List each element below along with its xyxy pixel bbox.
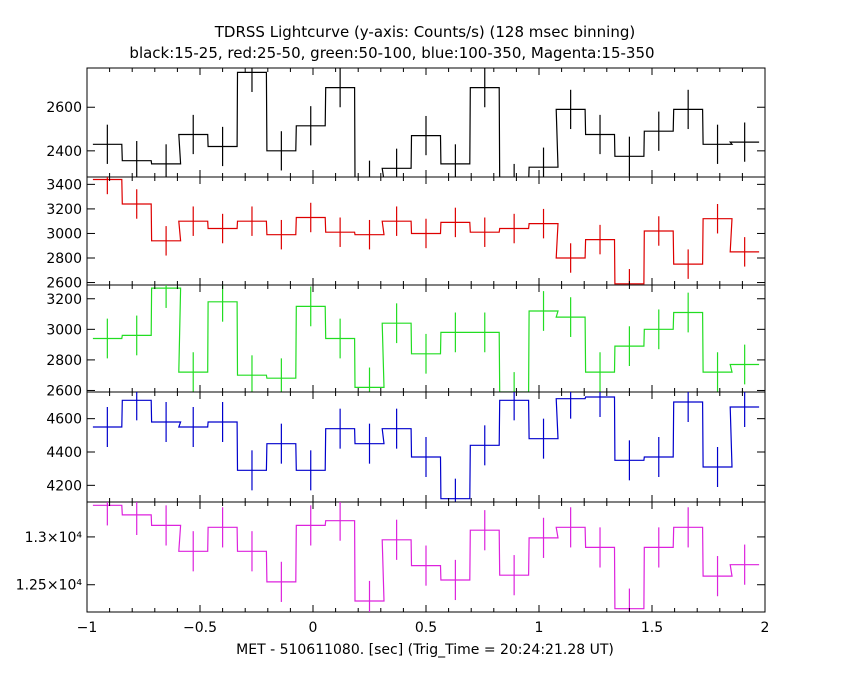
y-tick-label: 3200 [46, 292, 82, 308]
y-tick-label: 1.3×10⁴ [25, 530, 83, 546]
y-tick-label: 4400 [46, 445, 82, 461]
y-tick-label: 3000 [46, 226, 82, 242]
panel-black: 2400 2600 [46, 67, 766, 178]
x-tick-label: 0.5 [415, 620, 437, 636]
y-tick-label: 3400 [46, 177, 82, 193]
y-tick-label: 1.25×10⁴ [16, 578, 83, 594]
panel-magenta: 1.25×10⁴ 1.3×10⁴ [16, 501, 766, 613]
x-tick-label: 1 [535, 620, 544, 636]
chart-subtitle: black:15-25, red:25-50, green:50-100, bl… [129, 44, 654, 62]
chart-title: TDRSS Lightcurve (y-axis: Counts/s) (128… [214, 23, 635, 41]
panel-data-blue [92, 392, 760, 502]
y-tick-label: 4200 [46, 478, 82, 494]
y-tick-label: 2400 [46, 144, 82, 160]
y-tick-label: 2800 [46, 353, 82, 369]
panel-data-black [92, 68, 760, 177]
y-tick-label: 4600 [46, 412, 82, 428]
panel-blue: 4200 4400 4600 [46, 391, 766, 503]
x-axis-label: MET - 510611080. [sec] (Trig_Time = 20:2… [236, 642, 614, 658]
panel-data-magenta [92, 502, 760, 612]
x-axis: −1 −0.5 0 0.5 1 1.5 2 [77, 620, 770, 636]
y-tick-label: 3200 [46, 202, 82, 218]
panel-red: 2600 2800 3000 3200 3400 [46, 176, 766, 292]
panels-group: 2400 2600 2600 2800 3000 3200 3400 2600 2800 3000… [16, 67, 766, 613]
y-tick-label: 2600 [46, 383, 82, 399]
x-tick-label: −1 [77, 620, 98, 636]
x-tick-label: 0 [309, 620, 318, 636]
y-tick-label: 3000 [46, 322, 82, 338]
x-tick-label: 2 [761, 620, 770, 636]
x-tick-label: 1.5 [641, 620, 663, 636]
y-tick-label: 2600 [46, 276, 82, 292]
y-tick-label: 2600 [46, 100, 82, 116]
y-tick-label: 2800 [46, 251, 82, 267]
panel-green: 2600 2800 3000 3200 [46, 284, 766, 399]
x-tick-label: −0.5 [183, 620, 217, 636]
